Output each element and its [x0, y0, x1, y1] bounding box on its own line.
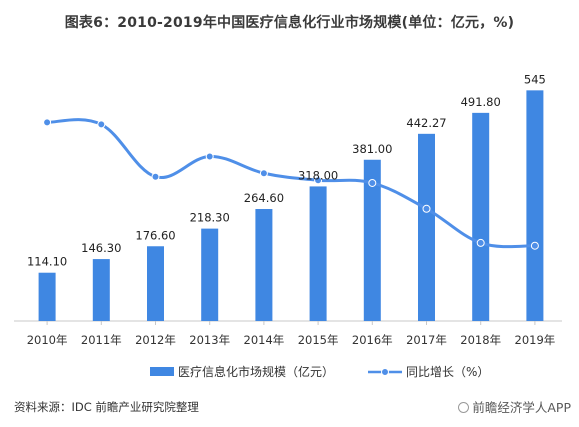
x-tick-label: 2012年	[135, 333, 176, 347]
bar-value-label: 491.80	[461, 95, 501, 109]
x-tick-label: 2013年	[189, 333, 230, 347]
bar	[526, 90, 544, 322]
legend-bar-swatch	[150, 367, 174, 376]
bar	[363, 159, 381, 321]
growth-point	[43, 118, 52, 127]
brand-text: 前瞻经济学人APP	[472, 400, 571, 415]
growth-point	[422, 204, 431, 213]
brand-watermark: 前瞻经济学人APP	[458, 397, 571, 416]
bar	[255, 209, 273, 321]
x-tick-label: 2019年	[515, 333, 556, 347]
legend-bar-label: 医疗信息化市场规模（亿元）	[178, 364, 334, 379]
bar	[201, 228, 219, 321]
bar	[38, 272, 56, 321]
growth-point	[368, 178, 377, 187]
bar-value-label: 114.10	[27, 255, 67, 269]
bar-value-label: 381.00	[352, 142, 392, 156]
bar	[418, 133, 435, 321]
x-tick-label: 2015年	[298, 333, 339, 347]
bar	[309, 186, 327, 321]
source-note: 资料来源：IDC 前瞻产业研究院整理	[14, 400, 199, 414]
bar-value-label: 264.60	[244, 191, 284, 205]
growth-point	[97, 120, 106, 129]
growth-point	[259, 169, 268, 178]
growth-point	[151, 172, 160, 181]
bar	[147, 246, 164, 321]
x-tick-label: 2014年	[244, 333, 285, 347]
x-tick-label: 2011年	[81, 333, 122, 347]
growth-point	[314, 176, 323, 185]
bar-value-label: 146.30	[81, 241, 121, 255]
growth-point	[476, 238, 485, 247]
chart-title: 图表6：2010-2019年中国医疗信息化行业市场规模(单位：亿元，%)	[64, 15, 515, 31]
chart-legend: 医疗信息化市场规模（亿元） 同比增长（%）	[150, 364, 489, 379]
brand-logo-icon	[458, 402, 470, 413]
bar	[472, 112, 490, 321]
x-tick-label: 2016年	[352, 333, 393, 347]
bar-value-label: 545	[524, 72, 546, 86]
bar-value-label: 218.30	[190, 211, 230, 225]
x-tick-label: 2010年	[27, 333, 68, 347]
growth-point	[205, 152, 214, 161]
growth-line	[47, 118, 535, 249]
legend-line-marker	[381, 368, 389, 376]
bar-value-label: 176.60	[135, 228, 175, 242]
x-tick-label: 2017年	[406, 333, 447, 347]
bar	[92, 259, 110, 321]
x-tick-label: 2018年	[460, 333, 501, 347]
legend-line-label: 同比增长（%）	[406, 365, 489, 379]
growth-point	[530, 241, 539, 250]
bar-value-label: 442.27	[406, 116, 446, 130]
bar-value-label: 318.00	[298, 168, 338, 182]
